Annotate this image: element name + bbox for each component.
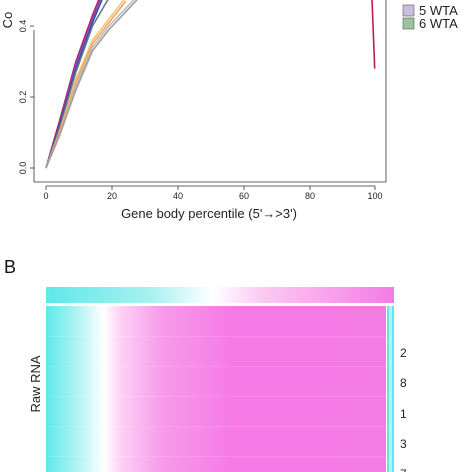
row-separator [46, 456, 386, 457]
legend-label-6-wta: 6 WTA [419, 16, 458, 31]
series-line-6 [45, 0, 127, 169]
legend-label-5-wta: 5 WTA [419, 3, 458, 18]
row-separator [46, 336, 386, 337]
row-label: 7 [400, 467, 407, 472]
panel-b-heatmap: B Raw RNA 2 8 1 3 7 4 [4, 257, 407, 472]
x-tick-label: 60 [239, 191, 249, 201]
heatmap-row-labels: 2 8 1 3 7 4 [400, 346, 407, 472]
panel-label-b: B [4, 257, 16, 277]
heatmap-side-annotation-inner [389, 306, 392, 472]
x-tick-label: 100 [367, 191, 382, 201]
row-label: 1 [400, 407, 407, 421]
series-line-8 [45, 0, 138, 169]
series-line-4 [45, 0, 109, 169]
x-axis-title: Gene body percentile (5'→>3') [121, 206, 297, 221]
y-ticks: 0.0 0.2 0.4 [18, 20, 35, 175]
x-ticks: 0 20 40 60 80 100 [43, 185, 383, 201]
legend: 5 WTA 6 WTA [402, 3, 458, 31]
x-tick-label: 20 [107, 191, 117, 201]
legend-swatch-6-wta [402, 17, 415, 30]
y-tick-label: 0.0 [18, 162, 28, 175]
row-separator [46, 426, 386, 427]
series-line-9 [371, 0, 376, 69]
legend-swatch-5-wta [402, 4, 415, 17]
y-tick-label: 0.4 [18, 20, 28, 33]
heatmap-row-texture [46, 336, 386, 457]
heatmap-top-annotation-bar [46, 287, 394, 303]
x-tick-label: 40 [173, 191, 183, 201]
y-axis-title: Co [0, 12, 15, 29]
row-label: 8 [400, 376, 407, 390]
plot-box [33, 0, 387, 183]
panel-a-line-chart: Co 0.0 0.2 0.4 0 20 40 60 [0, 0, 458, 221]
row-separator [46, 366, 386, 367]
x-tick-label: 0 [43, 191, 48, 201]
row-label: 3 [400, 437, 407, 451]
y-tick-label: 0.2 [18, 91, 28, 104]
heatmap-y-title: Raw RNA [28, 355, 43, 412]
row-label: 2 [400, 346, 407, 360]
series-lines [45, 0, 376, 169]
x-tick-label: 80 [305, 191, 315, 201]
heatmap-body [46, 306, 386, 472]
row-separator [46, 396, 386, 397]
